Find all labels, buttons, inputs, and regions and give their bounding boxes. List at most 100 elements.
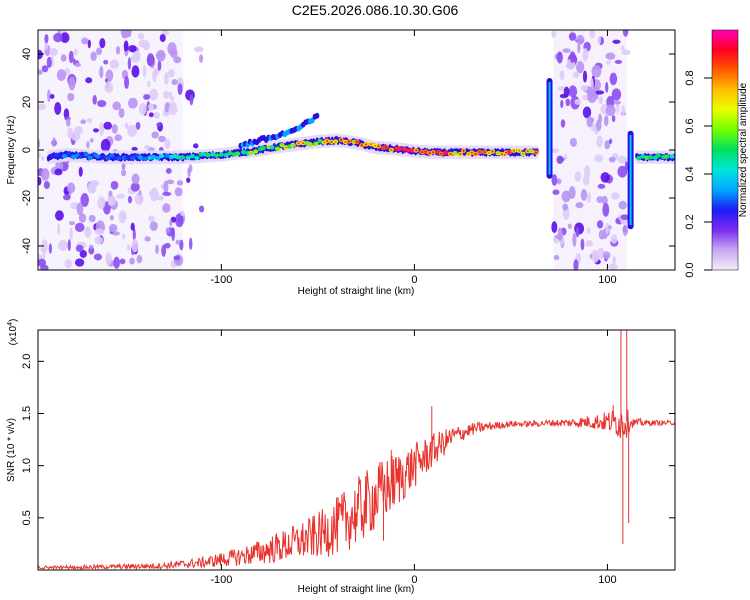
snr-series-line xyxy=(38,409,675,570)
noise-blob xyxy=(603,115,609,127)
colorbar-tick-label: 0.4 xyxy=(684,166,696,181)
noise-blob xyxy=(80,119,87,125)
ridge-blob xyxy=(61,153,68,159)
noise-blob xyxy=(109,215,114,221)
noise-blob xyxy=(134,192,144,205)
ridge-blob xyxy=(218,152,224,157)
noise-blob xyxy=(92,94,97,105)
noise-blob xyxy=(99,122,105,136)
noise-blob xyxy=(127,195,133,204)
noise-blob xyxy=(186,177,191,183)
ridge-blob xyxy=(185,155,191,160)
noise-blob xyxy=(556,51,563,64)
noise-blob xyxy=(582,48,589,61)
snr-scale-base: (x10 xyxy=(8,325,19,345)
ridge-blob-core xyxy=(459,153,462,156)
ridge-blob-core xyxy=(521,152,525,155)
noise-blob xyxy=(122,233,126,240)
noise-blob xyxy=(88,214,96,223)
noise-blob xyxy=(107,195,117,206)
noise-blob xyxy=(136,255,143,264)
ridge-blob xyxy=(194,155,200,161)
ridge-blob xyxy=(138,155,144,160)
noise-blob xyxy=(620,214,630,220)
noise-blob xyxy=(597,183,606,189)
noise-blob xyxy=(131,65,140,78)
noise-blob xyxy=(97,196,106,210)
noise-blob xyxy=(585,240,594,247)
noise-blob xyxy=(608,263,618,270)
noise-blob xyxy=(56,69,67,81)
ridge-blob-core xyxy=(407,149,410,152)
noise-blob xyxy=(175,239,181,245)
noise-blob xyxy=(179,239,184,251)
noise-blob xyxy=(148,103,154,111)
noise-blob xyxy=(128,45,137,53)
noise-blob xyxy=(595,119,602,132)
noise-blob xyxy=(193,143,199,149)
ridge-blob-core xyxy=(297,142,300,145)
noise-blob xyxy=(167,42,177,56)
noise-blob xyxy=(131,238,139,253)
noise-blob xyxy=(562,48,571,53)
noise-blob xyxy=(568,185,576,199)
ridge-blob xyxy=(164,153,170,158)
ridge-blob xyxy=(655,153,661,158)
ridge-blob-core xyxy=(347,140,351,143)
noise-blob xyxy=(46,56,52,69)
noise-blob xyxy=(96,47,103,56)
noise-blob xyxy=(563,86,570,98)
noise-blob xyxy=(131,173,140,185)
ridge-blob xyxy=(179,155,186,160)
ridge-blob-core xyxy=(440,152,443,155)
noise-blob xyxy=(49,94,55,99)
noise-blob xyxy=(560,99,564,109)
noise-blob xyxy=(166,179,175,185)
noise-blob xyxy=(103,59,109,65)
ridge-blob xyxy=(669,154,675,159)
noise-blob xyxy=(103,121,112,130)
ridge-blob-core xyxy=(344,140,347,143)
snr-x-label: Height of straight line (km) xyxy=(298,584,415,595)
noise-blob xyxy=(38,49,43,60)
noise-blob xyxy=(176,180,184,186)
ridge-blob-core xyxy=(301,142,305,145)
noise-blob xyxy=(608,156,616,163)
noise-blob xyxy=(94,236,103,245)
ridge-blob-core xyxy=(444,151,448,154)
noise-blob xyxy=(596,196,604,203)
noise-blob xyxy=(148,112,154,118)
ridge-blob-core xyxy=(291,143,295,146)
noise-blob xyxy=(557,156,565,163)
noise-blob xyxy=(93,253,103,261)
vertical-streak-core xyxy=(548,82,551,175)
noise-blob xyxy=(84,226,92,238)
noise-blob xyxy=(89,138,94,143)
noise-blob xyxy=(70,131,81,141)
noise-blob xyxy=(162,191,172,197)
noise-blob xyxy=(576,60,585,74)
snr-y-tick-label: 1.5 xyxy=(21,406,33,421)
spectrogram-x-tick-label: 100 xyxy=(598,274,616,286)
noise-blob xyxy=(605,81,609,93)
noise-blob xyxy=(606,60,611,65)
ridge-blob-core xyxy=(249,151,253,154)
ridge-blob-core xyxy=(500,153,504,156)
ridge-blob-core xyxy=(534,151,538,154)
colorbar-ticks: 0.0 0.2 0.4 0.6 0.8 xyxy=(684,70,712,278)
ridge-blob xyxy=(49,154,55,159)
colorbar-label: Normalized spectral amplitude xyxy=(738,82,749,217)
noise-blob xyxy=(572,232,577,247)
noise-blob xyxy=(189,237,193,250)
noise-blob xyxy=(574,99,582,105)
noise-blob xyxy=(38,258,47,267)
noise-blob xyxy=(151,131,159,139)
noise-blob xyxy=(559,70,565,81)
noise-blob xyxy=(111,231,120,236)
noise-blob xyxy=(596,220,604,229)
noise-blob xyxy=(53,32,63,43)
ridge-blob xyxy=(317,138,323,144)
noise-blob xyxy=(574,171,582,182)
noise-blob xyxy=(126,30,132,38)
ridge-blob xyxy=(214,153,220,158)
